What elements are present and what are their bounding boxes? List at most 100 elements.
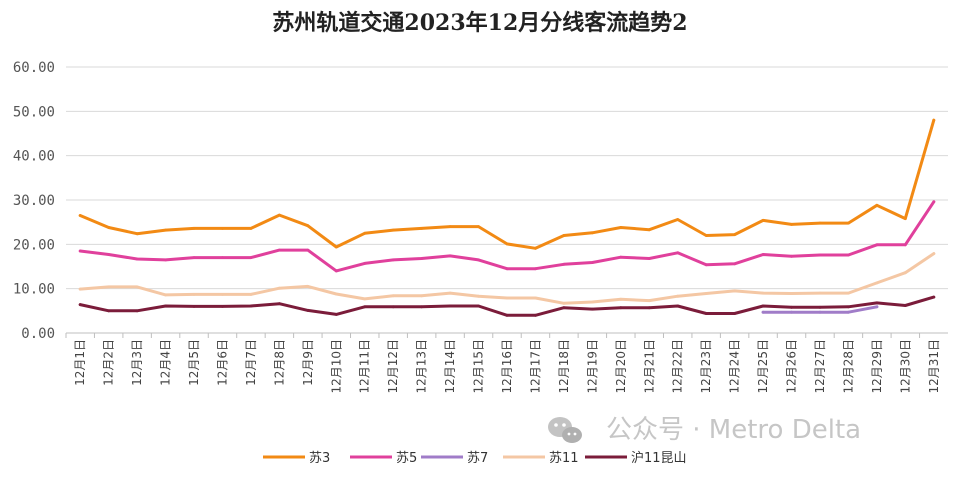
data-point bbox=[107, 309, 111, 313]
data-point bbox=[704, 312, 708, 315]
x-tick-label: 12月3日 bbox=[130, 339, 144, 386]
data-point bbox=[562, 262, 566, 266]
data-point bbox=[562, 234, 566, 237]
data-point bbox=[448, 291, 452, 295]
data-point bbox=[619, 226, 623, 229]
data-point bbox=[818, 253, 822, 257]
data-point bbox=[847, 221, 850, 225]
data-point bbox=[221, 256, 224, 259]
x-tick-label: 12月12日 bbox=[386, 339, 400, 394]
data-point bbox=[278, 213, 281, 217]
data-point bbox=[903, 243, 907, 247]
x-tick-label: 12月19日 bbox=[585, 339, 599, 394]
data-point bbox=[903, 217, 907, 221]
data-point bbox=[78, 249, 82, 253]
data-point bbox=[363, 262, 367, 265]
y-axis-ticks: 0.00 10.00 20.00 30.00 40.00 50.00 60.00 bbox=[13, 60, 55, 342]
x-tick-label: 12月10日 bbox=[329, 339, 343, 394]
x-tick-label: 12月24日 bbox=[728, 339, 742, 394]
data-point bbox=[932, 295, 936, 299]
data-point bbox=[761, 304, 765, 308]
data-point bbox=[477, 225, 480, 229]
series-line-3 bbox=[78, 252, 936, 305]
data-point bbox=[363, 305, 367, 309]
x-tick-label: 12月4日 bbox=[159, 339, 173, 386]
data-point bbox=[135, 309, 139, 313]
data-point bbox=[562, 306, 566, 310]
data-point bbox=[306, 285, 310, 288]
series-lines bbox=[78, 118, 936, 317]
data-point bbox=[78, 287, 82, 291]
data-point bbox=[591, 300, 594, 304]
data-point bbox=[790, 310, 793, 314]
data-point bbox=[420, 257, 423, 260]
x-tick-label: 12月7日 bbox=[244, 339, 258, 386]
data-point bbox=[477, 294, 480, 298]
data-point bbox=[448, 254, 452, 258]
x-tick-label: 12月30日 bbox=[898, 339, 912, 394]
data-point bbox=[334, 245, 338, 249]
data-point bbox=[847, 291, 850, 295]
data-point bbox=[420, 294, 423, 298]
data-point bbox=[676, 294, 680, 298]
data-point bbox=[249, 227, 253, 230]
data-point bbox=[249, 256, 253, 259]
legend-label: 苏7 bbox=[467, 450, 488, 466]
data-point bbox=[875, 305, 879, 309]
x-tick-label: 12月9日 bbox=[301, 339, 315, 386]
data-point bbox=[704, 263, 708, 267]
x-tick-label: 12月13日 bbox=[415, 339, 429, 394]
data-point bbox=[733, 289, 736, 293]
data-point bbox=[306, 309, 310, 312]
data-point bbox=[477, 258, 480, 262]
data-point bbox=[278, 302, 281, 306]
x-tick-label: 12月16日 bbox=[500, 339, 514, 394]
x-tick-label: 12月6日 bbox=[215, 339, 229, 386]
x-tick-label: 12月14日 bbox=[443, 339, 457, 394]
data-point bbox=[903, 271, 907, 275]
legend: 苏3 苏5 苏7 苏11 沪11昆山 bbox=[263, 450, 687, 466]
chart-title: 苏州轨道交通2023年12月分线客流趋势2 bbox=[272, 10, 687, 36]
watermark-text: 公众号 · Metro Delta bbox=[606, 415, 861, 445]
data-point bbox=[818, 305, 822, 309]
series-line-1 bbox=[78, 200, 936, 273]
data-point bbox=[790, 305, 793, 309]
data-point bbox=[875, 243, 879, 247]
x-tick-label: 12月18日 bbox=[557, 339, 571, 394]
data-point bbox=[619, 297, 623, 301]
watermark: 公众号 · Metro Delta bbox=[548, 415, 861, 445]
legend-label: 苏3 bbox=[309, 450, 330, 466]
y-tick-label: 0.00 bbox=[21, 326, 55, 342]
data-point bbox=[647, 228, 651, 232]
data-point bbox=[534, 313, 537, 317]
data-point bbox=[505, 296, 509, 300]
data-point bbox=[334, 313, 338, 316]
data-point bbox=[733, 312, 736, 315]
y-tick-label: 50.00 bbox=[13, 104, 55, 120]
data-point bbox=[505, 313, 509, 317]
data-point bbox=[534, 296, 537, 300]
data-point bbox=[391, 228, 395, 232]
y-tick-label: 20.00 bbox=[13, 237, 55, 253]
data-point bbox=[790, 254, 793, 258]
legend-item: 苏7 bbox=[421, 450, 488, 466]
data-point bbox=[192, 227, 196, 230]
data-point bbox=[875, 281, 879, 285]
data-point bbox=[818, 221, 822, 225]
data-point bbox=[505, 267, 509, 271]
y-tick-label: 30.00 bbox=[13, 193, 55, 209]
data-point bbox=[448, 304, 452, 308]
data-point bbox=[505, 242, 509, 246]
data-point bbox=[221, 293, 224, 296]
data-point bbox=[164, 228, 168, 232]
data-point bbox=[249, 304, 253, 308]
data-point bbox=[363, 231, 367, 235]
legend-label: 苏5 bbox=[396, 450, 417, 466]
legend-item: 苏11 bbox=[503, 450, 579, 466]
data-point bbox=[420, 305, 423, 309]
x-tick-label: 12月28日 bbox=[841, 339, 855, 394]
data-point bbox=[135, 257, 139, 261]
data-point bbox=[391, 305, 395, 309]
data-point bbox=[619, 255, 623, 259]
data-point bbox=[534, 246, 537, 250]
